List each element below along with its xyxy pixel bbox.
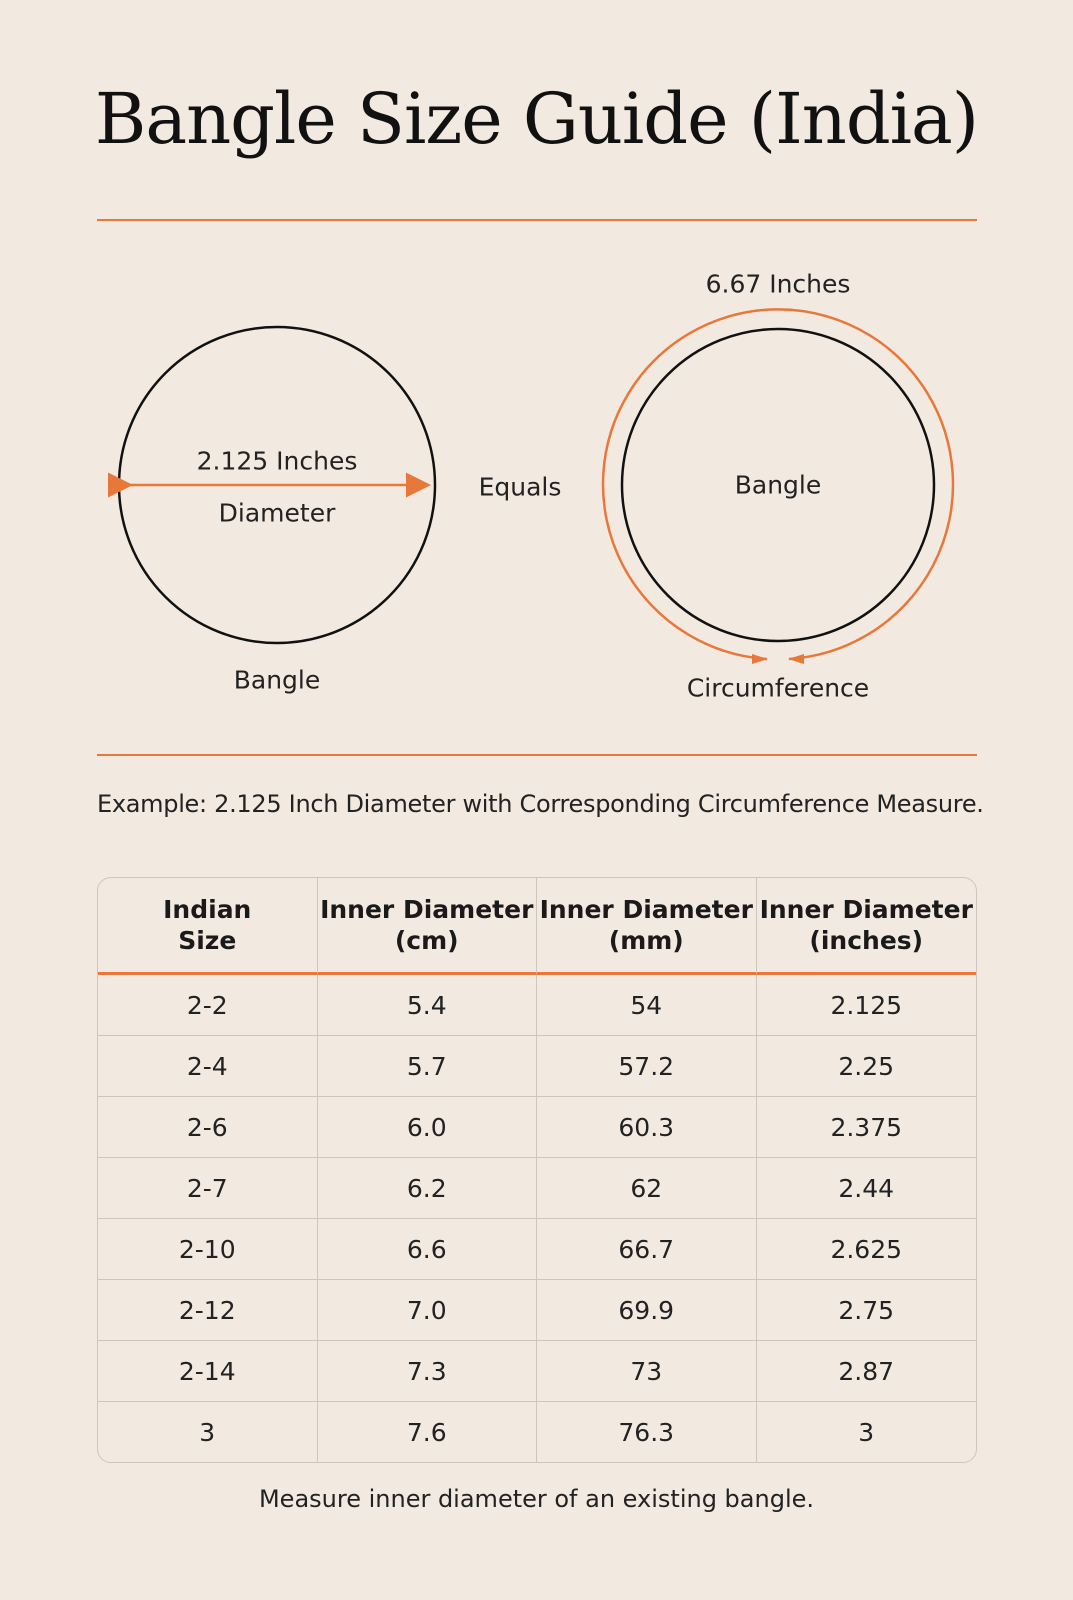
diameter-label: Diameter: [218, 498, 336, 528]
table-cell: 3: [858, 1417, 875, 1447]
table-row: 2-6 6.0 60.3 2.375: [98, 1097, 976, 1158]
table-cell: 2.625: [756, 1219, 976, 1280]
table-row: 2-7 6.2 62 2.44: [98, 1158, 976, 1219]
table-row: 2-14 7.3 73 2.87: [98, 1341, 976, 1402]
divider-middle: [97, 754, 977, 756]
size-table: Indian Size Inner Diameter (cm) Inner Diam…: [97, 877, 977, 1463]
header-diameter-mm: Inner Diameter (mm): [537, 878, 757, 975]
table-row: 3 7.6 76.3 3: [98, 1402, 976, 1462]
arrowhead-right-icon: [788, 654, 804, 664]
table-cell: 2.75: [756, 1280, 976, 1341]
table-cell: 60.3: [537, 1097, 757, 1158]
table-cell: 7.6: [318, 1402, 537, 1462]
header-indian-size: Indian Size: [98, 878, 318, 975]
table-row: 2-4 5.7 57.2 2.25: [98, 1036, 976, 1097]
table-cell: 54: [537, 975, 757, 1036]
header-diameter-cm: Inner Diameter (cm): [317, 878, 537, 975]
table-cell: 2.375: [756, 1097, 976, 1158]
table-cell: 5.4: [317, 975, 537, 1036]
table-cell: 2-6: [98, 1097, 318, 1158]
table-cell: 66.7: [537, 1219, 757, 1280]
table-header-row: Indian Size Inner Diameter (cm) Inner Diam…: [98, 878, 976, 975]
table-cell: 73: [537, 1341, 757, 1402]
left-caption: Bangle: [233, 665, 321, 695]
table-cell: 2.25: [756, 1036, 976, 1097]
table-cell: 2.44: [756, 1158, 976, 1219]
table-cell: 2.125: [756, 975, 976, 1036]
table-cell: 5.7: [317, 1036, 537, 1097]
table-cell: 2-7: [98, 1158, 318, 1219]
table-cell: 7.0: [317, 1280, 537, 1341]
table-row: 2-2 5.4 54 2.125: [98, 975, 976, 1036]
circumference-caption: Circumference: [686, 673, 870, 703]
table-cell: 2.87: [756, 1341, 976, 1402]
right-center-label: Bangle: [734, 470, 822, 500]
table-row: 2-12 7.0 69.9 2.75: [98, 1280, 976, 1341]
arrowhead-left-icon: [752, 654, 768, 664]
diameter-measure: 2.125 Inches: [196, 446, 358, 476]
table-cell: 76.3: [537, 1402, 757, 1462]
table-cell: 69.9: [537, 1280, 757, 1341]
table-cell: 6.2: [317, 1158, 537, 1219]
table-cell: 62: [537, 1158, 757, 1219]
table-row: 2-10 6.6 66.7 2.625: [98, 1219, 976, 1280]
bangle-circle-right: [620, 327, 936, 643]
table-cell: 2-14: [98, 1341, 318, 1402]
table-cell: 6.6: [317, 1219, 537, 1280]
divider-top: [97, 219, 977, 221]
table-cell: 2-10: [98, 1219, 318, 1280]
footer-note: Measure inner diameter of an existing ba…: [258, 1485, 815, 1513]
table-cell: 7.3: [317, 1341, 537, 1402]
size-diagram: [108, 308, 955, 664]
table-cell: 6.0: [317, 1097, 537, 1158]
table-cell: 2-12: [98, 1280, 318, 1341]
table-cell: 57.2: [537, 1036, 757, 1097]
table-cell: 2-2: [98, 975, 318, 1036]
header-diameter-inches: Inner Diameter (inches): [756, 878, 976, 975]
circumference-measure: 6.67 Inches: [705, 269, 851, 299]
table-cell: 3: [98, 1402, 318, 1462]
page-title: Bangle Size Guide (India): [94, 78, 979, 160]
table-cell: 2-4: [98, 1036, 318, 1097]
equals-label: Equals: [478, 472, 562, 502]
circumference-arc: [601, 308, 955, 661]
example-text: Example: 2.125 Inch Diameter with Corres…: [97, 790, 984, 818]
